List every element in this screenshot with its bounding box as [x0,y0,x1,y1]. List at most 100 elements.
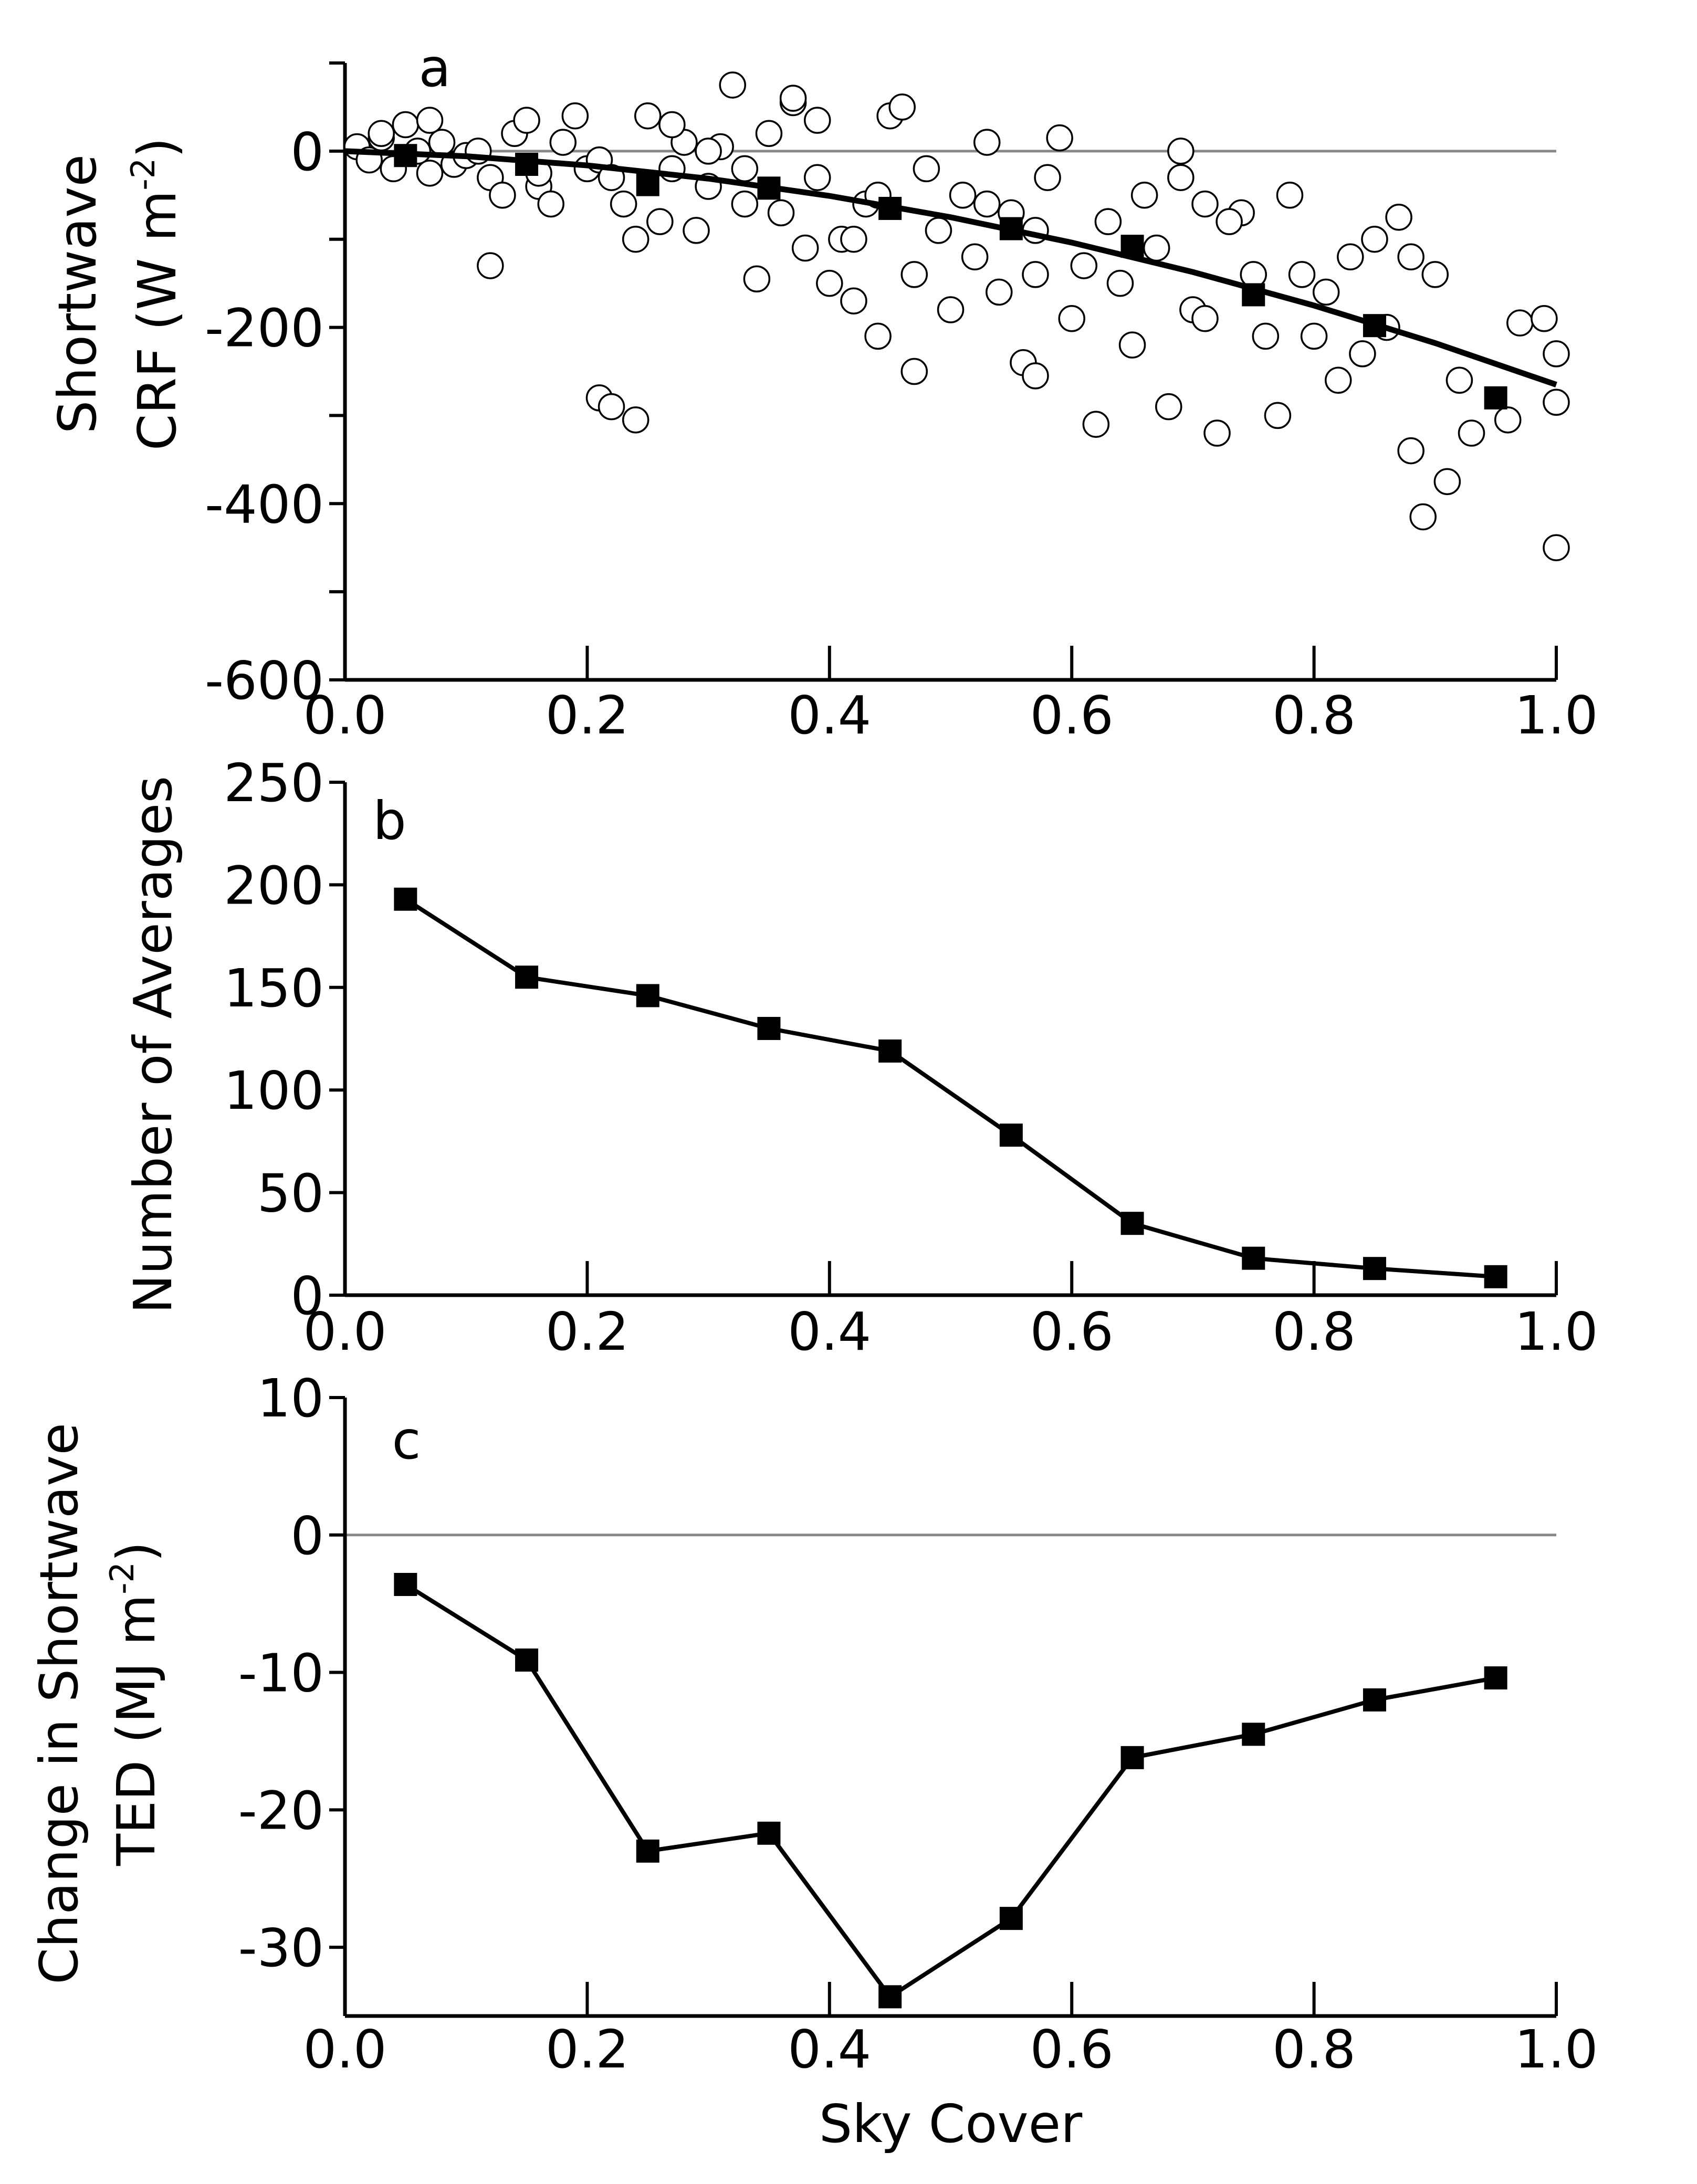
scatter-point [1130,182,1158,209]
mean-marker [515,153,539,176]
scatter-point [1300,322,1328,350]
mean-marker [1484,386,1507,410]
scatter-point [1531,305,1558,332]
scatter-point [1082,411,1110,438]
mean-marker [1363,314,1386,338]
scatter-point [622,225,650,253]
scatter-point [1155,393,1182,421]
scatter-point [1349,340,1376,368]
scatter-point [1433,468,1461,496]
x-tick-label: 0.8 [1272,2019,1356,2080]
scatter-point [961,243,989,271]
scatter-point [658,111,686,139]
mean-marker [878,1985,902,2009]
scatter-point [1167,138,1195,165]
x-tick-label: 1.0 [1514,2019,1598,2080]
scatter-point [1397,243,1424,271]
panel: 10 0 -10 -20 -30 0.0 0.2 0.4 0.6 0.8 1.0 c Change in… [28,1368,1598,2155]
scatter-point [755,120,783,148]
mean-marker [1242,1723,1265,1746]
x-tick-label: 0.8 [1272,1301,1356,1362]
scatter-point [791,234,819,262]
y-tick-label: 0 [290,121,324,183]
scatter-point [1094,208,1122,235]
x-tick-label: 0.4 [788,2019,871,2080]
scatter-point [900,261,928,288]
scatter-point [1191,305,1219,332]
scatter-point [622,406,650,434]
mean-marker [1242,283,1265,307]
scatter-point [1337,243,1364,271]
y-tick-label: 250 [224,752,324,814]
scatter-point [1216,208,1243,235]
y-axis-label: Change in Shortwave [28,1423,90,1984]
y-tick-label: -30 [238,1917,324,1979]
mean-marker [878,196,902,220]
mean-marker [1363,1257,1386,1280]
scatter-point [416,160,444,187]
x-tick-label: 0.0 [303,1301,386,1362]
scatter-point [513,107,540,134]
x-tick-label: 0.4 [788,685,871,746]
scatter-point [767,199,795,227]
y-axis-label: Shortwave [47,154,108,434]
mean-marker [636,1839,659,1863]
y-tick-label: -20 [238,1780,324,1841]
scatter-point [840,225,867,253]
panel: 0 50 100 150 200 250 0.0 0.2 0.4 0.6 0.8 1.0 b Number… [122,752,1598,1362]
y-axis-label: Number of Averages [122,776,184,1314]
mean-marker [1120,1212,1144,1235]
label-text: Shortwave [47,154,108,434]
x-tick-label: 0.4 [788,1301,871,1362]
x-tick-label: 0.0 [303,685,386,746]
scatter-point [537,190,564,218]
y-tick-label: 10 [257,1368,324,1429]
y-tick-label: -400 [205,474,324,535]
mean-marker [636,173,659,196]
scatter-point [1167,164,1195,191]
scatter-point [743,265,771,292]
y-tick-label: 0 [290,1505,324,1567]
scatter-point [1046,124,1073,152]
x-tick-label: 0.2 [546,2019,629,2080]
scatter-point [1385,204,1412,231]
mean-marker [1242,1246,1265,1270]
scatter-point [1397,437,1424,465]
mean-marker [394,887,417,911]
y-axis-label: TED (MJ m-2) [103,1541,167,1866]
mean-marker [394,1573,417,1597]
scatter-point [840,287,867,314]
x-tick-label: 0.2 [546,1301,629,1362]
scatter-point [1409,503,1437,531]
label-text: TED (MJ m [106,1594,167,1866]
mean-marker [1120,1746,1144,1769]
mean-marker [394,144,417,167]
scatter-point [1312,278,1340,306]
scatter-point [888,93,916,121]
mean-marker [999,217,1023,240]
scatter-point [428,129,456,156]
x-tick-label: 0.6 [1030,685,1114,746]
scatter-point [719,71,746,99]
label-text: ) [106,1541,167,1562]
mean-marker [878,1039,902,1063]
x-tick-label: 0.8 [1272,685,1356,746]
data-line [404,897,1496,1279]
y-tick-label: 0 [290,1265,324,1327]
scatter-point [1203,419,1231,447]
scatter-point [1324,366,1352,394]
scatter-point [731,190,759,218]
scatter-point [1118,331,1146,359]
y-tick-label: 50 [257,1163,324,1224]
scatter-point [1022,261,1049,288]
mean-marker [1484,1666,1507,1690]
scatter-point [731,155,759,183]
panel-label: b [373,790,406,852]
label-text: ) [127,138,188,158]
scatter-point [1543,340,1570,368]
scatter-point [1543,534,1570,561]
scatter-point [973,190,1001,218]
scatter-point [1445,366,1473,394]
mean-marker [515,965,539,989]
